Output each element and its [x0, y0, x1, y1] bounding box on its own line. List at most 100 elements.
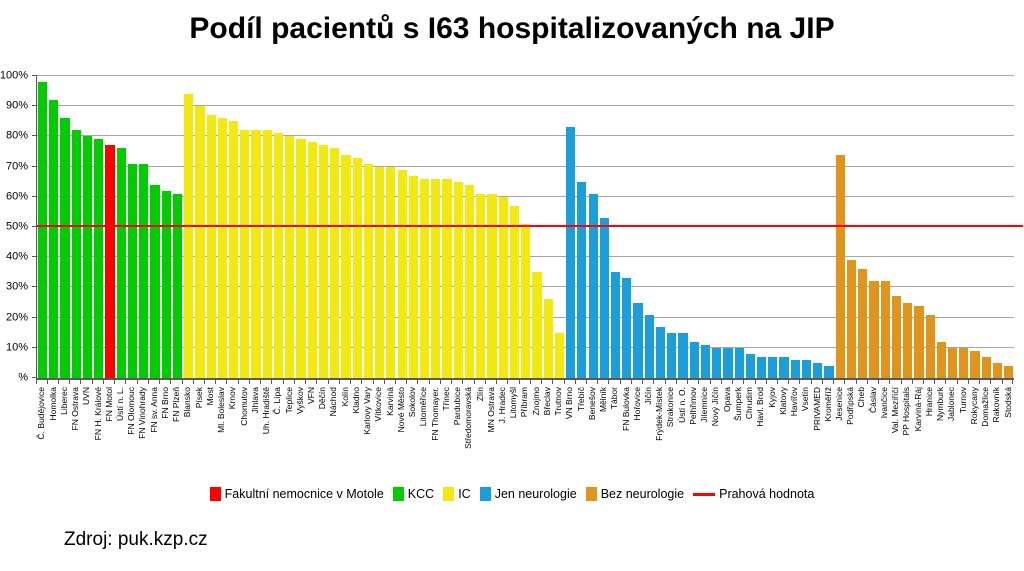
bar-slot	[936, 76, 947, 378]
y-axis-label: 90%	[5, 99, 28, 112]
threshold-line	[37, 225, 1023, 227]
x-axis-label: Most	[204, 387, 215, 406]
x-slot: FN Thomayer.	[428, 380, 440, 482]
bar	[375, 166, 385, 378]
bar-slot	[666, 76, 677, 378]
x-axis-label: Kroměříž	[822, 387, 833, 422]
x-axis-label: FN Brno	[159, 387, 170, 419]
bar-slot	[307, 76, 318, 378]
x-slot: FN H. Králové	[91, 380, 103, 482]
bar-slot	[913, 76, 924, 378]
x-slot: Chrudim	[743, 380, 755, 482]
x-axis-label: J. Hradec	[496, 387, 507, 424]
y-tick-mark	[32, 75, 37, 76]
x-slot: Homolka	[46, 380, 58, 482]
bar-slot	[183, 76, 194, 378]
x-axis-label: Krnov	[227, 387, 238, 410]
x-axis-label: Val. Meziříčí	[890, 387, 901, 434]
bar	[577, 181, 587, 378]
x-axis-label: PP Hospitals	[901, 387, 912, 436]
x-slot: Mělník	[597, 380, 609, 482]
x-axis-label: Karlovy Vary	[362, 387, 373, 435]
x-slot: Pardubice	[451, 380, 463, 482]
bar	[745, 353, 755, 378]
bar-slot	[734, 76, 745, 378]
bar-slot	[677, 76, 688, 378]
x-slot: Opava	[720, 380, 732, 482]
bar-slot	[711, 76, 722, 378]
legend-item: IC	[443, 487, 471, 501]
bar	[476, 193, 486, 378]
x-slot: Šumperk	[732, 380, 744, 482]
x-slot: VFN	[305, 380, 317, 482]
x-slot: UVN	[80, 380, 92, 482]
x-slot: Hranice	[923, 380, 935, 482]
x-slot: Znojmo	[529, 380, 541, 482]
bar	[824, 365, 834, 378]
bar-slot	[250, 76, 261, 378]
bar	[532, 272, 542, 378]
x-slot: Jablonec	[945, 380, 957, 482]
x-axis-label: Liberec	[58, 387, 69, 415]
bar-slot	[621, 76, 632, 378]
bar-slot	[419, 76, 430, 378]
x-axis-label: Šumperk	[732, 387, 743, 422]
bar-slot	[599, 76, 610, 378]
x-slot: Litoměřice	[417, 380, 429, 482]
x-slot: Vyškov	[293, 380, 305, 482]
bar-slot	[161, 76, 172, 378]
x-axis-label: Litomyšl	[508, 387, 519, 419]
x-slot: Most	[204, 380, 216, 482]
bar-slot	[700, 76, 711, 378]
y-tick-mark	[32, 195, 37, 197]
bar	[330, 148, 340, 378]
x-slot: Ústí n. O.	[675, 380, 687, 482]
x-axis-label: PRIVAMED	[811, 387, 822, 431]
bar	[509, 205, 520, 378]
bar	[82, 136, 93, 378]
bar	[195, 106, 205, 378]
legend-color-swatch	[585, 487, 597, 501]
y-tick-mark	[32, 105, 37, 107]
bar-slot	[576, 76, 587, 378]
x-axis-label: Rakovník	[991, 387, 1002, 423]
x-axis-label: Chrudim	[744, 387, 755, 420]
legend-item: Jen neurologie	[479, 487, 577, 501]
bar	[521, 223, 531, 378]
bar	[262, 130, 272, 378]
bar-slot	[846, 76, 857, 378]
x-slot: J. Hradec	[496, 380, 508, 482]
bar-slot	[925, 76, 936, 378]
bar-slot	[520, 76, 531, 378]
legend-item: Fakultní nemocnice v Motole	[209, 487, 384, 501]
x-axis-label: Uh. Hradiště	[261, 387, 272, 435]
y-tick-mark	[32, 256, 37, 258]
x-slot: Třebíč	[574, 380, 586, 482]
bar	[60, 118, 70, 378]
bar	[240, 130, 250, 378]
legend-label: Fakultní nemocnice v Motole	[224, 487, 384, 501]
x-slot: Turnov	[956, 380, 968, 482]
x-axis-label: Opava	[721, 387, 732, 413]
bar	[644, 314, 654, 378]
x-axis-label: FN Motol	[103, 387, 114, 422]
x-axis-label: Strakonice	[665, 387, 676, 428]
bar	[689, 341, 699, 378]
bar-slot	[801, 76, 812, 378]
x-axis-label: Trutnov	[553, 387, 564, 416]
y-axis-label: 50%	[5, 220, 28, 233]
x-slot: Ivančice	[878, 380, 890, 482]
chart-title: Podíl pacientů s I63 hospitalizovaných n…	[189, 12, 835, 45]
bar-slot	[318, 76, 329, 378]
x-slot: Karviná-Ráj	[911, 380, 923, 482]
x-slot: Jilemnice	[698, 380, 710, 482]
bar-slot	[262, 76, 273, 378]
x-slot: Kroměříž	[821, 380, 833, 482]
bar	[846, 260, 857, 378]
x-axis-label: Nymburk	[935, 387, 946, 422]
x-slot: Strakonice	[664, 380, 676, 482]
bar-slot	[509, 76, 520, 378]
bar-slot	[206, 76, 217, 378]
bar-slot	[812, 76, 823, 378]
bar	[734, 347, 744, 378]
